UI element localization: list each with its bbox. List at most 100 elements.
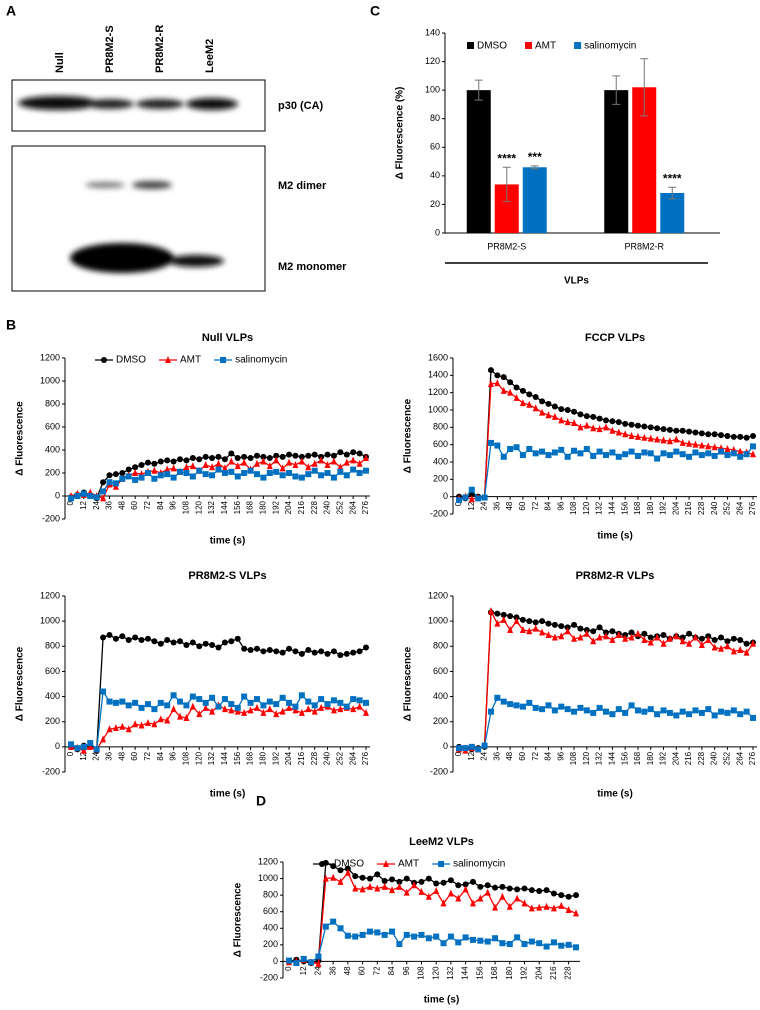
- marker: [634, 422, 641, 429]
- marker: [157, 472, 164, 479]
- marker: [279, 649, 286, 656]
- marker: [679, 427, 686, 434]
- marker: [189, 473, 196, 480]
- marker: [615, 428, 622, 436]
- x-tick-label: 132: [207, 500, 216, 514]
- marker: [241, 453, 248, 460]
- legend-label: AMT: [535, 41, 556, 52]
- marker: [641, 630, 648, 637]
- marker: [311, 707, 318, 715]
- marker: [279, 707, 286, 715]
- bands: [18, 96, 238, 273]
- marker: [100, 735, 107, 743]
- marker: [634, 629, 641, 637]
- marker: [622, 451, 629, 458]
- x-tick-label: 276: [748, 501, 757, 515]
- marker: [221, 464, 228, 472]
- x-tick-label: 192: [520, 966, 529, 980]
- marker: [170, 705, 177, 713]
- x-tick-label: 72: [143, 500, 152, 509]
- marker: [596, 624, 603, 631]
- marker: [641, 433, 648, 441]
- marker: [324, 451, 331, 458]
- marker: [293, 960, 300, 967]
- marker: [202, 460, 209, 468]
- marker: [374, 884, 381, 892]
- x-tick-label: 132: [595, 751, 604, 765]
- marker: [558, 446, 565, 453]
- marker: [500, 386, 507, 394]
- marker: [475, 495, 482, 502]
- marker: [481, 742, 488, 749]
- marker: [750, 443, 756, 450]
- marker: [132, 720, 139, 728]
- marker: [425, 935, 432, 942]
- marker: [462, 881, 469, 888]
- marker: [494, 619, 501, 627]
- y-tick-label: 1000: [428, 616, 448, 626]
- marker: [228, 706, 235, 714]
- marker: [718, 448, 725, 455]
- marker: [609, 418, 616, 425]
- y-tick-label: 1000: [40, 616, 60, 626]
- marker: [356, 702, 363, 710]
- marker: [100, 488, 107, 495]
- y-axis-label: Δ Fluorescence: [403, 398, 414, 473]
- marker: [183, 702, 190, 709]
- marker: [469, 899, 476, 907]
- band-label: M2 monomer: [278, 261, 347, 273]
- marker: [447, 889, 454, 897]
- marker: [673, 448, 680, 455]
- marker: [177, 456, 184, 463]
- marker: [571, 708, 578, 715]
- marker: [279, 464, 286, 472]
- marker: [202, 471, 209, 478]
- marker: [411, 881, 418, 889]
- x-tick-label: 192: [659, 501, 668, 515]
- x-tick-label: 36: [492, 751, 501, 760]
- x-tick-label: 204: [534, 966, 543, 980]
- marker: [718, 644, 725, 652]
- x-tick-label: 180: [646, 751, 655, 765]
- marker: [125, 637, 132, 643]
- x-tick-label: 60: [130, 500, 139, 509]
- marker: [119, 633, 126, 640]
- marker: [202, 703, 209, 711]
- marker: [628, 633, 635, 641]
- y-tick-label: 200: [45, 467, 60, 477]
- marker: [737, 453, 744, 460]
- y-tick-label: -200: [260, 972, 278, 982]
- marker: [551, 449, 558, 456]
- marker: [494, 610, 501, 617]
- marker: [469, 936, 476, 943]
- legend-swatch: [525, 42, 532, 49]
- marker: [647, 450, 654, 457]
- band-label: M2 dimer: [278, 180, 327, 192]
- marker: [125, 725, 132, 733]
- marker: [298, 457, 305, 465]
- marker: [641, 636, 648, 643]
- marker: [558, 942, 565, 949]
- marker: [221, 705, 228, 713]
- marker: [545, 452, 552, 459]
- marker: [564, 706, 571, 713]
- marker: [462, 934, 469, 941]
- marker: [558, 703, 565, 710]
- marker: [447, 933, 454, 940]
- panel-label: C: [370, 3, 380, 19]
- chart-title: Null VLPs: [202, 332, 253, 344]
- marker: [455, 939, 462, 946]
- y-tick-label: 120: [425, 56, 440, 66]
- marker: [438, 861, 445, 867]
- y-tick-label: 800: [45, 398, 60, 408]
- x-tick-label: 240: [323, 500, 332, 514]
- marker: [596, 415, 603, 422]
- x-tick-label: 84: [156, 751, 165, 760]
- marker: [418, 878, 425, 885]
- y-tick-label: 400: [45, 691, 60, 701]
- marker: [170, 464, 177, 472]
- marker: [477, 883, 484, 890]
- marker: [666, 437, 673, 445]
- y-tick-label: 800: [433, 641, 448, 651]
- marker: [356, 450, 363, 457]
